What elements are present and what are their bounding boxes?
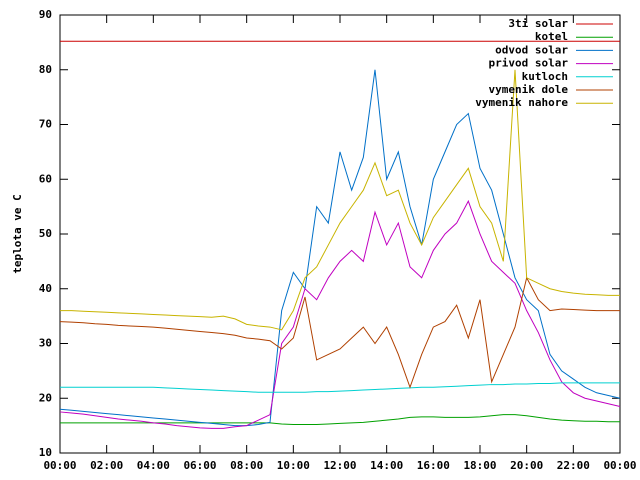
x-tick-label: 08:00 [230,459,263,472]
series-line [60,69,620,331]
x-tick-label: 06:00 [183,459,216,472]
legend-label: vymenik nahore [475,96,568,109]
series-line [59,199,621,429]
y-tick-label: 80 [39,63,52,76]
y-axis-label: teplota ve C [11,194,24,273]
series-line [59,276,620,389]
x-tick-label: 12:00 [323,459,356,472]
y-tick-label: 60 [39,172,52,185]
series-line [59,69,621,427]
y-tick-label: 90 [39,8,52,21]
x-tick-label: 00:00 [43,459,76,472]
legend-label: odvod solar [495,43,568,56]
legend-label: vymenik dole [489,83,569,96]
series-line [60,414,620,426]
x-tick-label: 14:00 [370,459,403,472]
y-tick-label: 40 [39,282,52,295]
series-line [60,382,620,393]
y-tick-label: 20 [39,391,52,404]
x-tick-label: 10:00 [277,459,310,472]
legend-label: kotel [535,30,568,43]
x-tick-label: 20:00 [510,459,543,472]
legend-label: kutloch [522,70,568,83]
y-tick-label: 10 [39,446,52,459]
x-tick-label: 02:00 [90,459,123,472]
x-tick-label: 04:00 [137,459,170,472]
x-tick-label: 22:00 [557,459,590,472]
y-tick-label: 50 [39,227,52,240]
x-tick-label: 18:00 [463,459,496,472]
y-tick-label: 30 [39,337,52,350]
legend-label: privod solar [489,57,569,70]
x-tick-label: 00:00 [603,459,636,472]
x-tick-label: 16:00 [417,459,450,472]
y-tick-label: 70 [39,118,52,131]
legend-label: 3ti solar [508,17,568,30]
